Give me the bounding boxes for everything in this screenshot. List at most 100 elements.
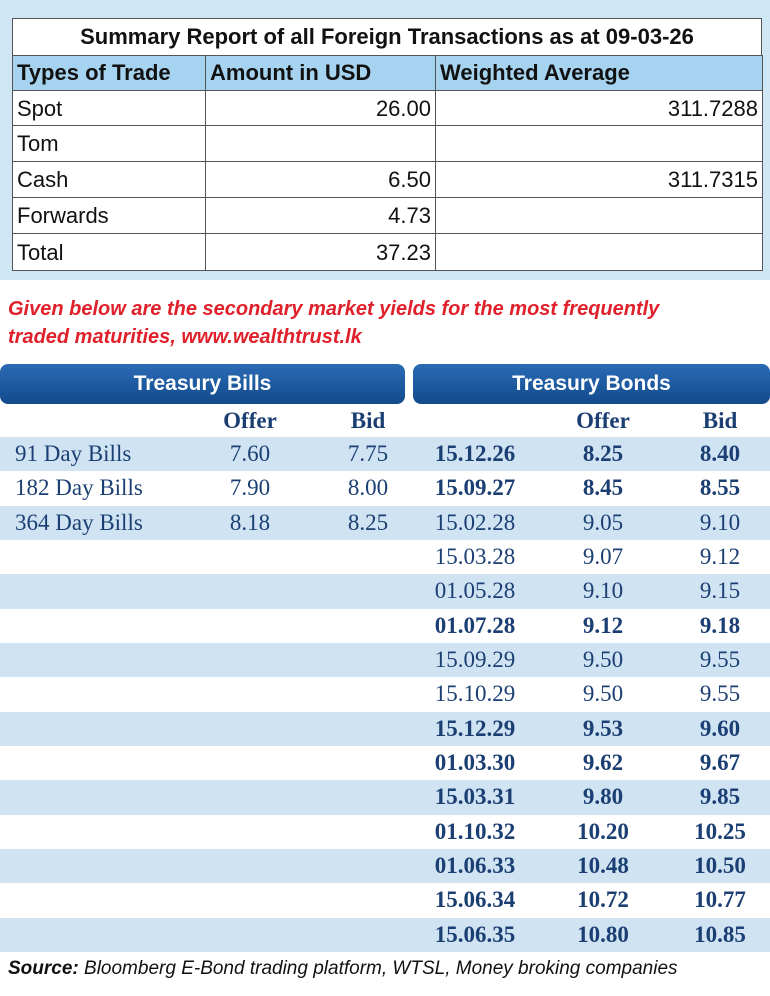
bonds-cell: 8.40 [699,441,741,466]
table-cell: Total [12,233,206,271]
bonds-cell: 9.50 [582,646,624,672]
bills-cell: 8.18 [229,509,271,535]
bonds-cell: 9.18 [699,612,741,638]
row-stripe [0,814,770,849]
row-stripe [0,780,770,815]
bonds-cell: 01.06.33 [434,852,516,878]
column-header: Amount in USD [205,55,436,91]
row-stripe [0,539,770,575]
table-cell: Cash [12,161,206,198]
bonds-cell: 15.06.34 [434,887,516,913]
table-cell: Spot [12,90,206,126]
bonds-cell: 9.80 [582,784,624,810]
bonds-cell: 9.10 [699,509,741,535]
table-cell: Forwards [12,197,206,234]
table-cell: 37.23 [205,233,436,271]
bonds-cell: 10.77 [694,887,746,913]
row-stripe [0,505,770,540]
bonds-cell: 10.48 [577,852,629,878]
bonds-cell: 15.06.35 [434,921,516,947]
bills-subheader: Offer [223,408,277,433]
bonds-cell: 8.55 [699,475,741,501]
row-stripe [0,471,770,506]
table-cell: 26.00 [205,90,436,126]
bonds-cell: 9.85 [699,784,741,810]
bills-cell: 182 Day Bills [15,475,143,501]
bonds-cell: 01.07.28 [434,612,516,638]
bonds-cell: 9.62 [582,749,624,775]
bonds-cell: 15.12.29 [434,715,516,741]
bonds-cell: 15.09.29 [434,646,516,672]
bills-cell: 8.00 [347,475,389,501]
row-stripe [0,848,770,884]
row-stripe [0,917,770,952]
row-stripe [0,608,770,643]
bills-subheader: Bid [350,408,386,433]
bonds-cell: 9.10 [582,578,624,604]
table-cell: 6.50 [205,161,436,198]
row-stripe [0,677,770,712]
bonds-cell: 8.45 [582,475,624,501]
table-cell [435,233,763,271]
bonds-cell: 9.50 [582,681,624,707]
bonds-cell: 15.10.29 [434,681,516,707]
bonds-cell: 9.67 [699,749,741,775]
table-cell: 311.7288 [435,90,763,126]
bonds-cell: 9.12 [699,543,741,569]
bonds-cell: 9.60 [699,715,741,741]
bills-cell: 91 Day Bills [15,441,132,466]
table-cell [205,125,436,162]
row-stripe [0,574,770,609]
bonds-cell: 10.50 [694,852,746,878]
source-label: Source: [8,958,79,979]
bonds-cell: 15.03.31 [434,784,516,810]
bills-cell: 364 Day Bills [15,509,143,535]
row-stripe [0,711,770,746]
table-cell [435,197,763,234]
bonds-cell: 9.12 [582,612,624,638]
bonds-cell: 01.05.28 [434,578,516,604]
bonds-cell: 10.25 [694,818,746,844]
bills-cell: 7.60 [229,441,271,466]
bonds-cell: 15.09.27 [434,475,516,501]
bonds-subheader: Offer [576,408,630,433]
source: Source: Bloomberg E-Bond trading platfor… [8,958,678,980]
bonds-cell: 9.15 [699,578,741,604]
row-stripe [0,437,770,472]
bills-cell: 7.75 [347,441,389,466]
bonds-cell: 9.53 [582,715,624,741]
bills-cell: 7.90 [229,475,271,501]
bonds-cell: 15.12.26 [434,441,516,466]
bonds-cell: 9.55 [699,681,741,707]
bonds-cell: 9.05 [582,509,624,535]
bonds-cell: 10.72 [577,887,629,913]
table-cell: 311.7315 [435,161,763,198]
note-line: traded maturities, www.wealthtrust.lk [8,326,362,348]
bills-header: Treasury Bills [0,364,405,404]
bonds-cell: 10.80 [577,921,629,947]
note-line: Given below are the secondary market yie… [8,298,660,320]
bonds-cell: 10.85 [694,921,746,947]
bonds-cell: 8.25 [582,441,624,466]
bonds-cell: 9.55 [699,646,741,672]
column-header: Types of Trade [12,55,206,91]
source-text: Bloomberg E-Bond trading platform, WTSL,… [84,958,678,979]
bills-cell: 8.25 [347,509,389,535]
column-header: Weighted Average [435,55,763,91]
bonds-cell: 01.03.30 [434,749,516,775]
table-cell: 4.73 [205,197,436,234]
bonds-cell: 15.02.28 [434,509,516,535]
row-stripe [0,745,770,781]
bonds-cell: 10.20 [577,818,629,844]
bonds-cell: 15.03.28 [434,543,516,569]
bonds-header: Treasury Bonds [413,364,770,404]
bonds-subheader: Bid [702,408,738,433]
row-stripe [0,883,770,918]
row-stripe [0,642,770,678]
table-cell: Tom [12,125,206,162]
summary-title: Summary Report of all Foreign Transactio… [12,18,762,56]
table-cell [435,125,763,162]
bonds-cell: 9.07 [582,543,624,569]
bonds-cell: 01.10.32 [434,818,516,844]
